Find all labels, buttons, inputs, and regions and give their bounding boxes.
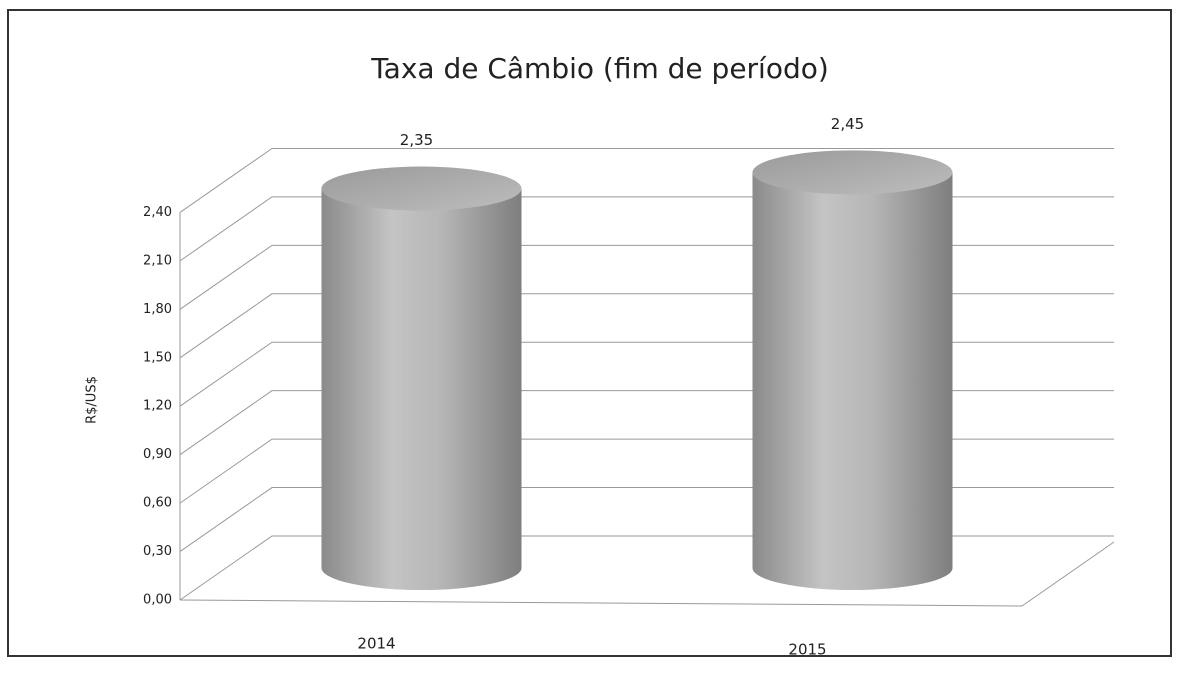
y-tick-label: 0,00	[143, 593, 172, 608]
frame	[7, 9, 1172, 657]
bar-top	[321, 166, 522, 211]
value-label: 2,45	[831, 115, 864, 133]
y-tick-label: 0,90	[143, 447, 172, 462]
y-tick-label: 1,50	[143, 350, 172, 365]
grid-line	[179, 244, 1114, 310]
y-axis-label: R$/US$	[85, 376, 100, 424]
value-label: 2,35	[400, 131, 433, 149]
grid-line	[179, 487, 1114, 552]
y-tick-label: 1,20	[143, 399, 172, 414]
grid-line	[179, 341, 1114, 407]
y-tick-label: 0,60	[143, 496, 172, 511]
x-tick-label: 2015	[788, 641, 826, 659]
grid-line	[179, 390, 1114, 456]
bar-top	[752, 150, 953, 195]
grid-line	[179, 147, 1114, 213]
grid-line	[179, 535, 1114, 601]
floor	[179, 541, 1115, 607]
x-tick-label: 2014	[357, 635, 395, 653]
y-tick-label: 1,80	[143, 302, 172, 317]
bar	[321, 188, 522, 590]
grid-line	[179, 438, 1114, 504]
chart-title: Taxa de Câmbio (fim de período)	[370, 52, 829, 85]
grid-line	[179, 293, 1114, 359]
y-tick-label: 2,40	[143, 205, 172, 220]
bar	[752, 172, 953, 591]
grid-line	[179, 196, 1114, 262]
y-tick-label: 2,10	[143, 253, 172, 268]
y-tick-label: 0,30	[143, 544, 172, 559]
